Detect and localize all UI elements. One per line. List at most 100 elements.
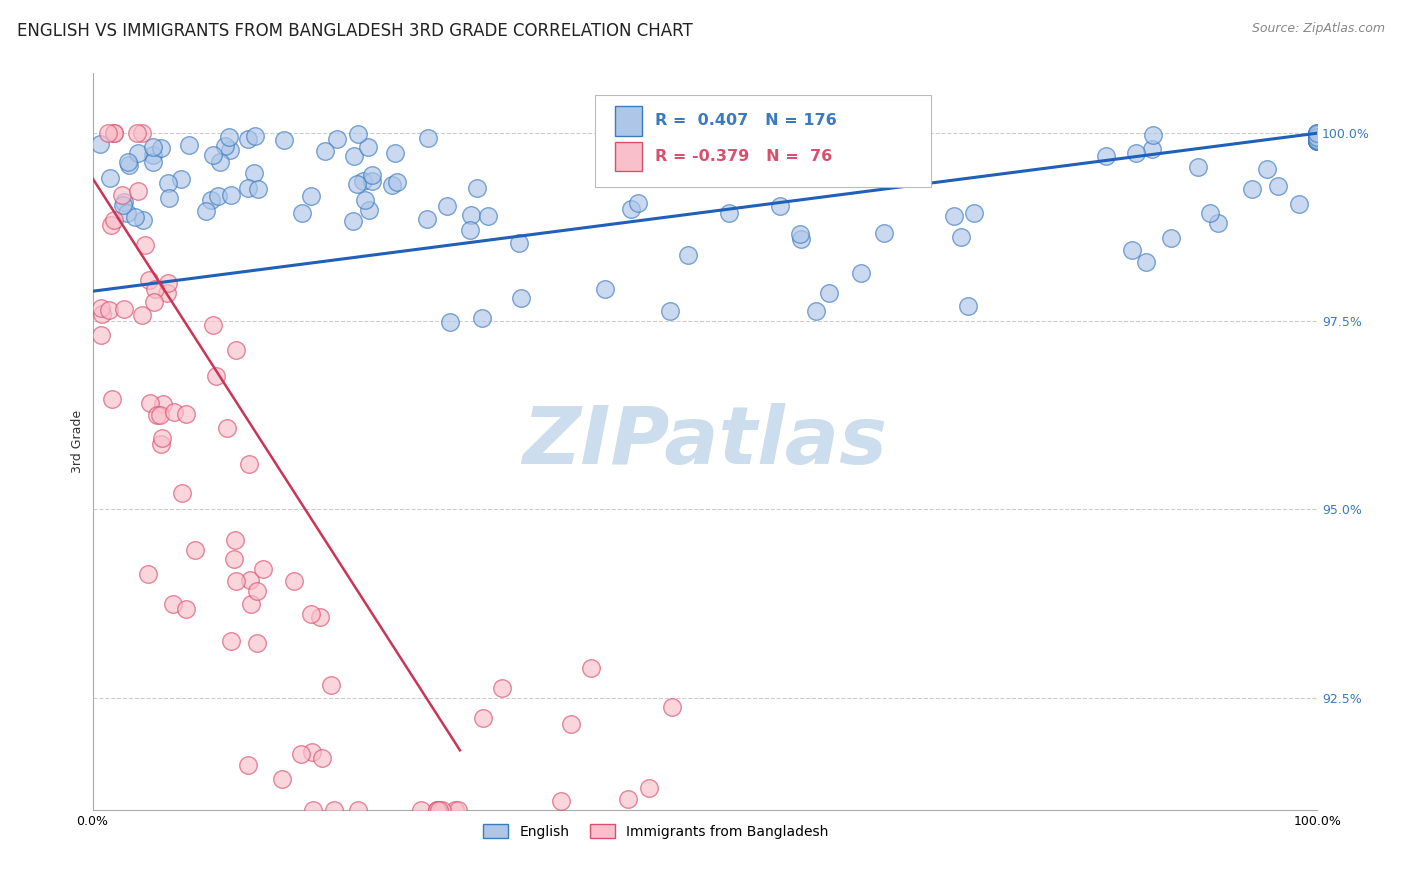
Point [1306, 127, 1329, 141]
Point [1206, 216, 1229, 230]
Legend: English, Immigrants from Bangladesh: English, Immigrants from Bangladesh [478, 818, 834, 844]
Point [849, 266, 872, 280]
Point [1306, 127, 1329, 141]
Point [1140, 142, 1163, 156]
Point [218, 130, 240, 145]
Point [471, 310, 494, 325]
Point [103, 126, 125, 140]
Point [149, 408, 172, 422]
Point [427, 804, 450, 818]
Point [89, 136, 111, 151]
Point [1306, 129, 1329, 144]
Point [806, 304, 828, 318]
Point [1306, 132, 1329, 146]
Point [131, 308, 153, 322]
Point [360, 168, 382, 182]
Point [1306, 130, 1329, 145]
Point [818, 285, 841, 300]
Point [1306, 128, 1329, 142]
Point [90, 328, 112, 343]
Point [790, 232, 813, 246]
Point [1306, 132, 1329, 146]
Point [1306, 128, 1329, 143]
Point [1306, 129, 1329, 144]
Point [1306, 129, 1329, 144]
Point [1306, 131, 1329, 145]
Point [416, 130, 439, 145]
Point [208, 155, 231, 169]
Point [718, 205, 741, 219]
Point [1306, 133, 1329, 147]
Point [1306, 127, 1329, 141]
Point [291, 206, 314, 220]
Point [238, 458, 260, 472]
Point [225, 343, 247, 358]
Point [354, 193, 377, 207]
Point [1306, 128, 1329, 142]
Point [112, 301, 135, 316]
Point [1160, 231, 1182, 245]
Point [125, 126, 148, 140]
Point [384, 145, 406, 160]
Y-axis label: 3rd Grade: 3rd Grade [72, 410, 84, 474]
Point [146, 408, 169, 422]
Point [1306, 128, 1329, 143]
Point [1306, 128, 1329, 142]
FancyBboxPatch shape [595, 95, 931, 187]
Point [111, 198, 134, 212]
Point [1306, 128, 1329, 143]
Point [157, 191, 180, 205]
Point [1306, 133, 1329, 147]
Point [302, 804, 325, 818]
Point [184, 542, 207, 557]
Point [381, 178, 404, 192]
Point [593, 282, 616, 296]
Point [1306, 128, 1329, 143]
Point [963, 206, 986, 220]
Point [1125, 146, 1147, 161]
Point [222, 552, 245, 566]
Point [873, 227, 896, 241]
Point [97, 126, 120, 140]
Point [1306, 128, 1329, 142]
Point [579, 661, 602, 675]
Point [1306, 130, 1329, 145]
Point [245, 129, 267, 144]
Point [1306, 128, 1329, 142]
Point [1306, 127, 1329, 141]
Point [238, 181, 260, 195]
Point [111, 187, 134, 202]
Point [214, 138, 236, 153]
Bar [616, 142, 643, 171]
Point [238, 573, 260, 587]
Point [1306, 130, 1329, 145]
Point [617, 791, 640, 805]
Point [1256, 162, 1278, 177]
Point [1306, 128, 1329, 142]
Point [127, 184, 149, 198]
Point [131, 126, 153, 140]
Point [1199, 206, 1222, 220]
Point [416, 211, 439, 226]
Point [143, 282, 166, 296]
Point [460, 208, 482, 222]
Point [460, 223, 482, 237]
Point [138, 396, 160, 410]
Point [357, 202, 380, 217]
Point [956, 299, 979, 313]
Point [124, 210, 146, 224]
Point [90, 301, 112, 315]
Point [1306, 130, 1329, 145]
Point [1306, 130, 1329, 145]
Point [290, 747, 312, 762]
Point [1306, 133, 1329, 147]
Point [162, 597, 184, 611]
Point [142, 139, 165, 153]
Point [217, 421, 239, 435]
Point [1267, 179, 1289, 194]
Point [346, 178, 368, 192]
Point [1306, 128, 1329, 142]
Point [1306, 132, 1329, 146]
Point [157, 276, 180, 290]
Text: Source: ZipAtlas.com: Source: ZipAtlas.com [1251, 22, 1385, 36]
